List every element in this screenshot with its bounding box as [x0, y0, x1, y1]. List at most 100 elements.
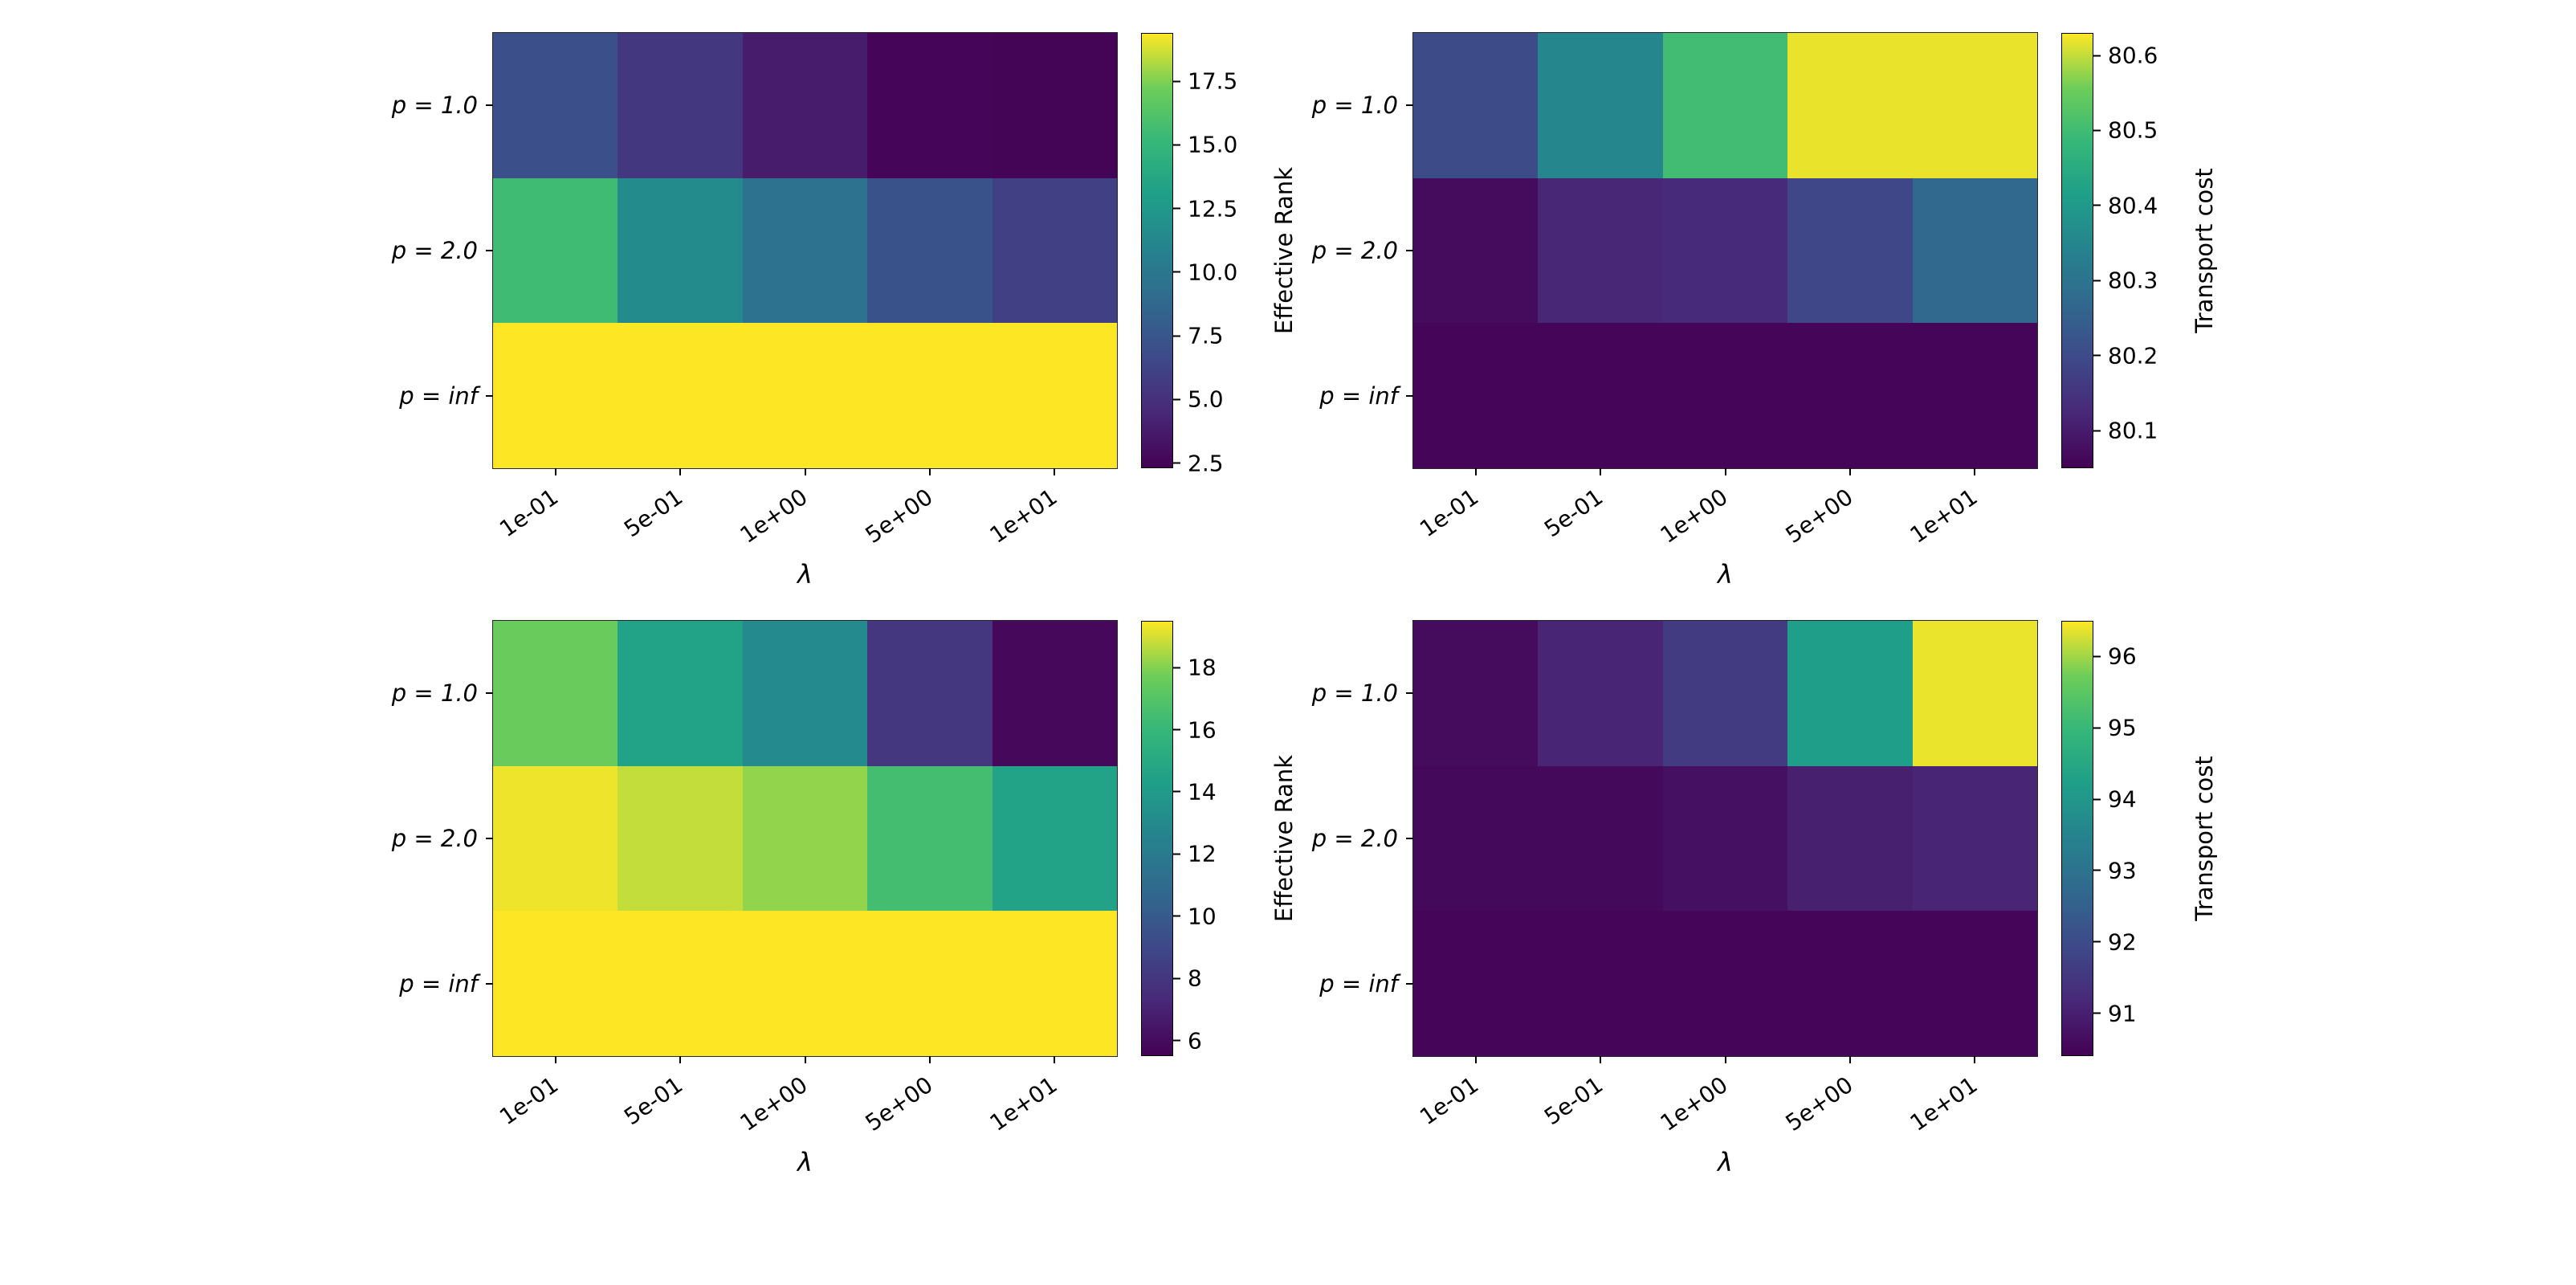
heatmap-cell	[1787, 177, 1913, 324]
colorbar-tick-mark	[1173, 271, 1180, 273]
colorbar-tick-label: 2.5	[1188, 450, 1224, 477]
heatmap-cell	[1413, 177, 1539, 324]
x-tick-label: 1e+01	[1905, 1071, 1983, 1137]
heatmap-cell	[1413, 765, 1539, 912]
heatmap-cell	[1787, 911, 1913, 1056]
colorbar-tick: 91	[2093, 1000, 2137, 1026]
colorbar-tick-mark	[2093, 279, 2101, 282]
colorbar-tick-label: 93	[2108, 857, 2137, 884]
x-tick-label: 1e+00	[1655, 483, 1733, 549]
colorbar-tick-mark	[2093, 354, 2101, 357]
heatmap-cell	[1912, 323, 2037, 468]
colorbar-tick-mark	[1173, 335, 1180, 337]
x-tick-label: 5e-01	[1539, 1071, 1608, 1131]
y-tick-label: p = 2.0	[332, 178, 493, 324]
colorbar-tick: 80.1	[2093, 418, 2158, 444]
heatmap-cell	[1538, 765, 1663, 912]
colorbar-tick-mark	[1173, 144, 1180, 146]
heatmap-cell	[618, 33, 743, 178]
colorbar-tick-label: 12	[1188, 840, 1217, 867]
heatmap-cell	[1413, 323, 1539, 468]
heatmap-cell	[1413, 911, 1539, 1056]
x-tick-label: 1e+00	[735, 483, 813, 549]
x-tick-label: 1e+01	[984, 1071, 1062, 1137]
y-axis: p = 1.0 p = 2.0 p = inf	[332, 621, 493, 1056]
colorbar	[2061, 621, 2093, 1056]
heatmap-cell	[742, 621, 868, 766]
colorbar-ticks: 91 92 93 94 95 96	[2093, 621, 2254, 1056]
heatmap-cell	[1538, 33, 1663, 178]
heatmap-cell	[493, 323, 618, 468]
y-tick-label: p = inf	[1253, 323, 1413, 468]
heatmap-cell	[1662, 621, 1788, 766]
colorbar-tick-mark	[1173, 790, 1180, 793]
colorbar-tick-mark	[2093, 940, 2101, 943]
colorbar-tick-label: 8	[1188, 965, 1202, 992]
x-tick-mark	[1054, 1056, 1056, 1063]
heatmap-grid	[1412, 620, 2038, 1057]
colorbar-tick-mark	[1173, 207, 1180, 210]
x-tick-mark	[1974, 468, 1976, 475]
colorbar-tick-label: 80.1	[2108, 417, 2158, 444]
heatmap-cell	[493, 621, 618, 766]
x-tick-mark	[1474, 468, 1477, 475]
colorbar-label: Transport cost	[2191, 756, 2218, 921]
colorbar-tick: 7.5	[1173, 323, 1224, 349]
colorbar-tick-label: 10.0	[1188, 259, 1238, 286]
x-tick-label: 1e-01	[1415, 1071, 1484, 1131]
heatmap-cell	[992, 765, 1117, 912]
x-tick-mark	[1848, 1056, 1851, 1063]
colorbar-tick: 80.4	[2093, 192, 2158, 218]
heatmap-cell	[618, 323, 743, 468]
y-tick-label: p = 2.0	[1253, 766, 1413, 912]
x-tick-mark	[804, 468, 806, 475]
x-tick-mark	[679, 1056, 682, 1063]
y-axis: p = 1.0 p = 2.0 p = inf	[1253, 33, 1413, 468]
colorbar-tick-label: 80.3	[2108, 267, 2158, 294]
colorbar-tick-label: 7.5	[1188, 322, 1224, 349]
colorbar-tick-label: 80.2	[2108, 342, 2158, 369]
x-tick-label: 5e-01	[619, 483, 688, 543]
colorbar-tick: 92	[2093, 928, 2137, 955]
heatmap-cell	[1662, 33, 1788, 178]
y-tick-label: p = 1.0	[332, 621, 493, 766]
colorbar-tick: 12.5	[1173, 195, 1237, 222]
y-tick-label: p = inf	[332, 323, 493, 468]
heatmap-cell	[1662, 177, 1788, 324]
heatmap-cell	[493, 33, 618, 178]
heatmap-cell	[1662, 323, 1788, 468]
colorbar-tick-mark	[2093, 55, 2101, 57]
x-tick-mark	[1724, 1056, 1726, 1063]
colorbar-tick-label: 16	[1188, 716, 1217, 743]
y-tick-label: p = inf	[332, 911, 493, 1056]
colorbar-tick-label: 80.5	[2108, 116, 2158, 144]
colorbar-tick-mark	[1173, 853, 1180, 855]
colorbar-tick-mark	[2093, 798, 2101, 801]
x-tick-mark	[554, 468, 556, 475]
colorbar-tick-label: 5.0	[1188, 386, 1224, 413]
x-tick-mark	[1474, 1056, 1477, 1063]
heatmap-cell	[992, 33, 1117, 178]
y-tick-label: p = 1.0	[1253, 33, 1413, 178]
colorbar-tick-label: 80.6	[2108, 42, 2158, 69]
x-tick-label: 1e+01	[1905, 483, 1983, 549]
heatmap-panel-top-right: p = 1.0 p = 2.0 p = inf 1e-01 5e-01 1e+00 5e+…	[1253, 32, 2264, 651]
colorbar-tick-label: 10	[1188, 903, 1217, 930]
heatmap-cell	[1662, 765, 1788, 912]
x-tick-mark	[1974, 1056, 1976, 1063]
heatmap-cell	[1662, 911, 1788, 1056]
x-axis: 1e-01 5e-01 1e+00 5e+00 1e+01	[493, 468, 1117, 565]
heatmap-cell	[1787, 33, 1913, 178]
x-tick-mark	[1724, 468, 1726, 475]
colorbar-ticks: 2.5 5.0 7.5 10.0 12.5 15.0 17.5	[1173, 33, 1334, 476]
heatmap-cell	[493, 911, 618, 1056]
heatmap-cell	[1413, 33, 1539, 178]
colorbar-tick-label: 18	[1188, 654, 1217, 681]
heatmap-cell	[1787, 765, 1913, 912]
colorbar-tick-label: 96	[2108, 642, 2137, 670]
colorbar-tick: 80.6	[2093, 43, 2158, 69]
colorbar-tick: 96	[2093, 643, 2137, 670]
colorbar-tick-label: 15.0	[1188, 131, 1238, 158]
colorbar-tick: 12	[1173, 841, 1217, 867]
